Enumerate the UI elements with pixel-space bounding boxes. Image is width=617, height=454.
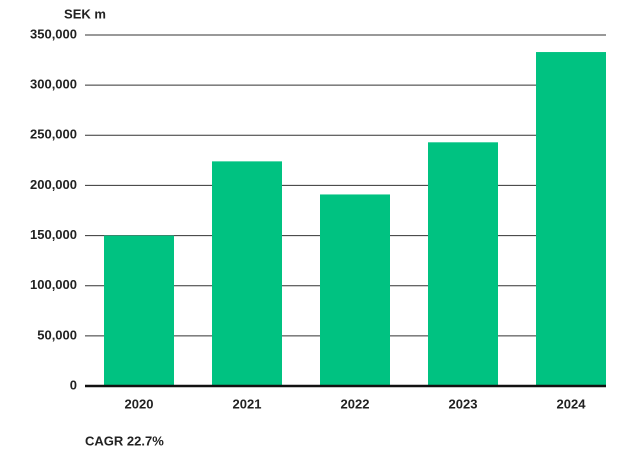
bar (428, 142, 498, 386)
bar (320, 194, 390, 386)
annotation: CAGR 22.7% (85, 433, 164, 448)
bar (104, 235, 174, 386)
y-tick-label: 100,000 (30, 277, 77, 292)
x-tick-label: 2024 (557, 396, 587, 411)
x-tick-label: 2023 (449, 396, 478, 411)
y-tick-label: 150,000 (30, 227, 77, 242)
x-tick-label: 2021 (233, 396, 262, 411)
y-tick-label: 0 (70, 377, 77, 392)
y-tick-label: 50,000 (37, 327, 77, 342)
x-tick-label: 2022 (341, 396, 370, 411)
x-tick-label: 2020 (125, 396, 154, 411)
y-tick-label: 350,000 (30, 26, 77, 41)
y-tick-label: 300,000 (30, 77, 77, 92)
y-axis-label: SEK m (64, 6, 106, 21)
bar (212, 161, 282, 386)
bar (536, 52, 606, 386)
y-tick-label: 200,000 (30, 177, 77, 192)
y-tick-label: 250,000 (30, 127, 77, 142)
